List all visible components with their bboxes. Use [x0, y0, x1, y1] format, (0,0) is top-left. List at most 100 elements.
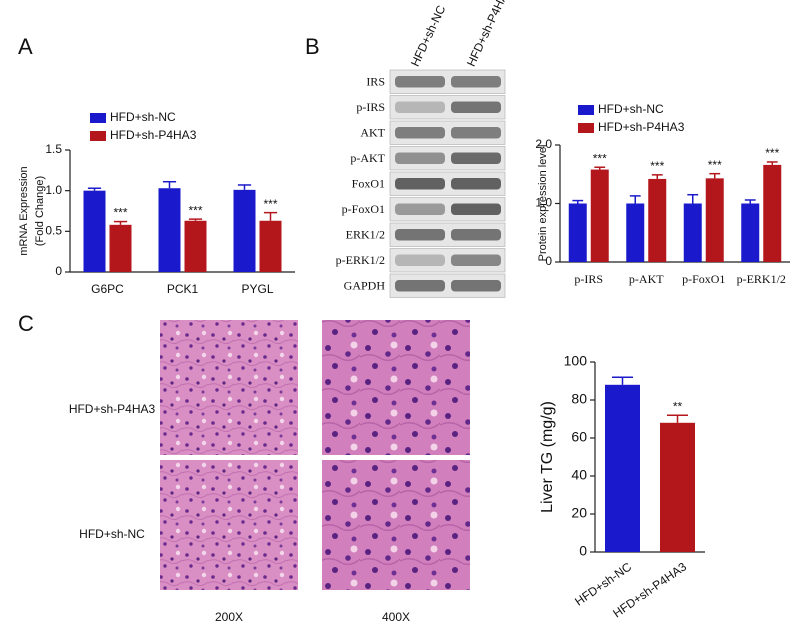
blot-band [395, 203, 445, 215]
blot-row-label: GAPDH [344, 279, 386, 293]
significance: *** [650, 159, 664, 173]
panel-label: A [18, 34, 33, 59]
bar [763, 164, 782, 262]
legend-label: HFD+sh-NC [598, 102, 664, 116]
blot-band [395, 229, 445, 241]
x-tick-label: p-IRS [574, 272, 603, 286]
blot-row-label: IRS [366, 75, 385, 89]
bar [233, 189, 256, 272]
y-tick-label: 1.0 [45, 183, 62, 197]
legend-label: HFD+sh-NC [110, 110, 176, 124]
micrograph [322, 320, 470, 455]
y-tick-label: 80 [571, 391, 587, 407]
y-tick-label: 0.5 [45, 224, 62, 238]
bar [683, 203, 702, 262]
blot-frame [389, 248, 506, 273]
x-tick-label: p-AKT [629, 272, 664, 286]
blot-row-label: FoxO1 [352, 177, 385, 191]
blot-row-label: ERK1/2 [346, 228, 385, 242]
legend-swatch [578, 123, 594, 133]
row-label: HFD+sh-NC [79, 527, 145, 541]
blot-band [451, 76, 501, 88]
y-tick-label: 60 [571, 429, 587, 445]
bar [109, 224, 132, 272]
blot-frame [389, 171, 506, 196]
blot-row-label: p-AKT [350, 151, 385, 165]
y-tick-label: 40 [571, 467, 587, 483]
bar [626, 203, 645, 262]
legend-swatch [90, 131, 106, 141]
blot-frame [389, 273, 506, 298]
blot-band [451, 127, 501, 139]
blot-band [395, 178, 445, 190]
y-tick-label: 1.5 [45, 142, 62, 156]
y-tick-label: 0 [545, 254, 552, 268]
y-tick-label: 20 [571, 505, 587, 521]
blot-band [451, 229, 501, 241]
column-label: 400X [382, 610, 410, 624]
blot-frame [389, 120, 506, 145]
blot-band [451, 203, 501, 215]
blot-band [451, 152, 501, 164]
row-label: HFD+sh-P4HA3 [69, 402, 156, 416]
blot-band [451, 280, 501, 292]
blot-row-label: p-FoxO1 [342, 202, 385, 216]
blot-band [395, 127, 445, 139]
blot-frame [389, 69, 506, 94]
blot-row-label: AKT [360, 126, 385, 140]
x-tick-label: PYGL [241, 282, 273, 296]
x-tick-label: G6PC [91, 282, 124, 296]
blot-band [451, 101, 501, 113]
blot-frame [389, 95, 506, 120]
legend-swatch [90, 113, 106, 123]
blot-lane-label: HFD+sh-NC [408, 3, 449, 69]
micrograph [160, 320, 298, 455]
x-tick-label: p-FoxO1 [682, 272, 725, 286]
bar [590, 169, 609, 262]
blot-row-label: p-IRS [356, 100, 385, 114]
y-tick-label: 0 [579, 543, 587, 559]
significance: *** [708, 158, 722, 172]
x-tick-label: p-ERK1/2 [737, 272, 786, 286]
bar [605, 384, 640, 552]
y-tick-label: 2.0 [535, 137, 552, 151]
bar [705, 178, 724, 262]
x-tick-label: PCK1 [167, 282, 199, 296]
y-axis-label: Liver TG (mg/g) [539, 401, 556, 513]
blot-frame [389, 146, 506, 171]
legend-swatch [578, 105, 594, 115]
micrograph [322, 460, 470, 590]
blot-band [395, 280, 445, 292]
significance: ** [673, 399, 683, 413]
blot-band [395, 101, 445, 113]
bar [83, 190, 106, 272]
bar [660, 422, 695, 552]
histology: HFD+sh-P4HA3 HFD+sh-NC 200X 400X [69, 320, 470, 624]
blot-band [395, 152, 445, 164]
blot-band [395, 254, 445, 266]
legend-label: HFD+sh-P4HA3 [110, 128, 197, 142]
significance: *** [188, 203, 202, 217]
bar [741, 203, 760, 262]
y-axis-label: Protein expression level [537, 145, 549, 262]
blot-row-label: p-ERK1/2 [336, 253, 385, 267]
blot-band [451, 254, 501, 266]
significance: *** [263, 197, 277, 211]
y-axis-label: mRNA Expression [18, 166, 30, 255]
blot-frame [389, 222, 506, 247]
y-tick-label: 1.0 [535, 196, 552, 210]
panel-label: C [18, 311, 34, 336]
significance: *** [593, 151, 607, 165]
legend-label: HFD+sh-P4HA3 [598, 120, 685, 134]
blot-band [395, 76, 445, 88]
y-tick-label: 0 [55, 264, 62, 278]
micrograph [160, 460, 298, 590]
blot-frame [389, 197, 506, 222]
column-label: 200X [215, 610, 243, 624]
blot-band [451, 178, 501, 190]
bar [184, 220, 207, 272]
blot-lane-label: HFD+sh-P4HA3 [464, 0, 513, 69]
bar [568, 203, 587, 262]
panel-label: B [305, 34, 320, 59]
